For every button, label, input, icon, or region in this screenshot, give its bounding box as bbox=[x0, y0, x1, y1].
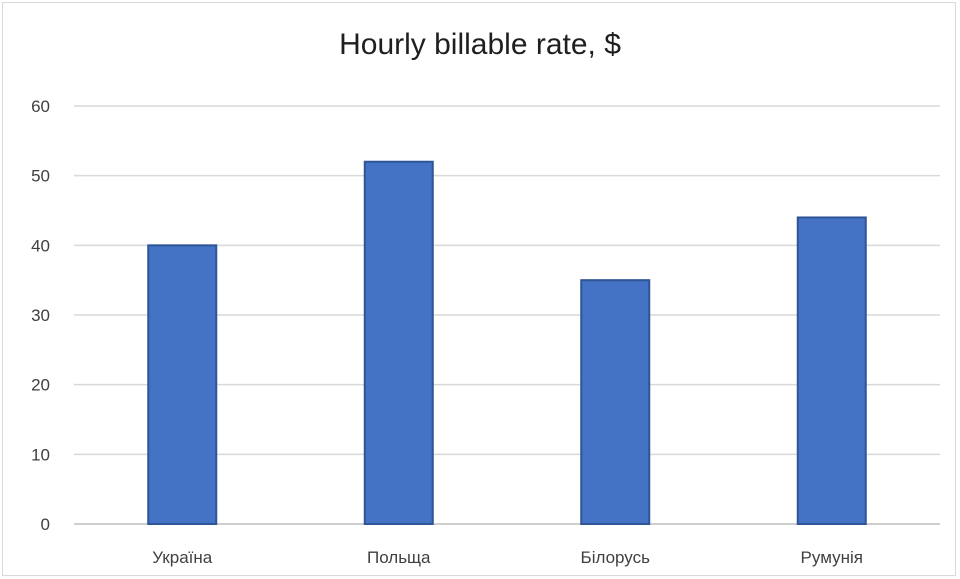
y-tick-label: 20 bbox=[31, 376, 50, 395]
y-tick-label: 60 bbox=[31, 97, 50, 116]
y-tick-label: 0 bbox=[41, 515, 50, 534]
chart-title: Hourly billable rate, $ bbox=[339, 28, 621, 61]
bar-1 bbox=[147, 244, 218, 525]
bar-2 bbox=[363, 160, 434, 525]
x-tick-label: Білорусь bbox=[581, 548, 651, 567]
x-axis: Україна Польща Білорусь Румунія bbox=[152, 548, 863, 567]
gridlines bbox=[74, 105, 940, 525]
y-axis: 0 10 20 30 40 50 60 bbox=[31, 97, 50, 534]
x-tick-label: Україна bbox=[152, 548, 212, 567]
x-tick-label: Румунія bbox=[801, 548, 863, 567]
x-tick-label: Польща bbox=[367, 548, 431, 567]
y-tick-label: 50 bbox=[31, 167, 50, 186]
bar-4 bbox=[796, 216, 867, 525]
bars bbox=[147, 160, 867, 525]
y-tick-label: 10 bbox=[31, 445, 50, 464]
bar-3 bbox=[580, 279, 651, 525]
y-tick-label: 40 bbox=[31, 236, 50, 255]
y-tick-label: 30 bbox=[31, 306, 50, 325]
